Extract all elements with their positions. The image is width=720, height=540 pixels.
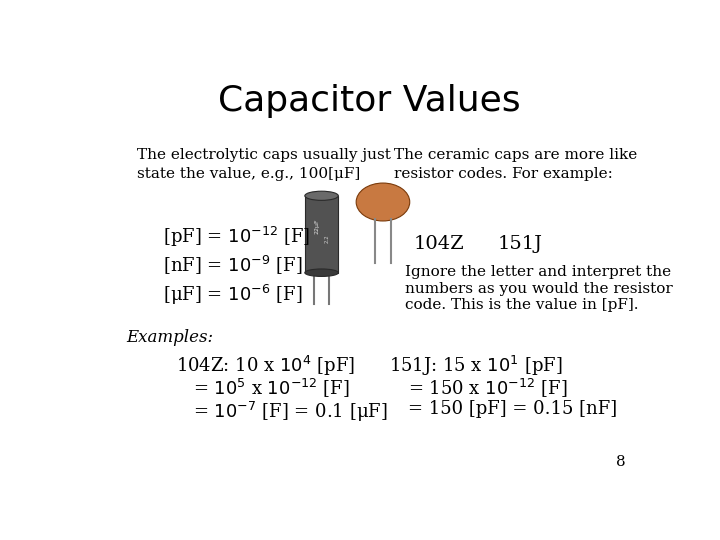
Text: = $10^{5}$ x $10^{-12}$ [F]: = $10^{5}$ x $10^{-12}$ [F] bbox=[193, 377, 350, 401]
Text: Examples:: Examples: bbox=[126, 329, 213, 346]
Text: = 150 [pF] = 0.15 [nF]: = 150 [pF] = 0.15 [nF] bbox=[408, 400, 617, 417]
Text: 22μF: 22μF bbox=[315, 218, 320, 234]
Text: [nF] = $10^{-9}$ [F]: [nF] = $10^{-9}$ [F] bbox=[163, 254, 302, 277]
Text: state the value, e.g., 100[μF]: state the value, e.g., 100[μF] bbox=[138, 167, 361, 181]
Text: Ignore the letter and interpret the: Ignore the letter and interpret the bbox=[405, 265, 671, 279]
Text: code. This is the value in [pF].: code. This is the value in [pF]. bbox=[405, 299, 639, 313]
Ellipse shape bbox=[305, 269, 338, 276]
Text: The ceramic caps are more like: The ceramic caps are more like bbox=[394, 148, 637, 162]
Text: resistor codes. For example:: resistor codes. For example: bbox=[394, 167, 613, 181]
Text: Capacitor Values: Capacitor Values bbox=[217, 84, 521, 118]
Text: 104Z: 10 x $10^{4}$ [pF]: 104Z: 10 x $10^{4}$ [pF] bbox=[176, 354, 356, 378]
Text: = $10^{-7}$ [F] = 0.1 [μF]: = $10^{-7}$ [F] = 0.1 [μF] bbox=[193, 400, 388, 423]
FancyBboxPatch shape bbox=[305, 196, 338, 273]
Text: 8: 8 bbox=[616, 455, 626, 469]
Text: 151J: 15 x $10^{1}$ [pF]: 151J: 15 x $10^{1}$ [pF] bbox=[389, 354, 562, 378]
Text: 104Z: 104Z bbox=[413, 235, 464, 253]
Text: The electrolytic caps usually just: The electrolytic caps usually just bbox=[138, 148, 391, 162]
Text: [μF] = $10^{-6}$ [F]: [μF] = $10^{-6}$ [F] bbox=[163, 282, 302, 307]
Ellipse shape bbox=[356, 183, 410, 221]
Text: = 150 x $10^{-12}$ [F]: = 150 x $10^{-12}$ [F] bbox=[408, 377, 567, 401]
Ellipse shape bbox=[305, 191, 338, 200]
Text: [pF] = $10^{-12}$ [F]: [pF] = $10^{-12}$ [F] bbox=[163, 225, 310, 249]
Text: 2.2: 2.2 bbox=[325, 234, 330, 243]
Text: numbers as you would the resistor: numbers as you would the resistor bbox=[405, 282, 673, 296]
Text: 151J: 151J bbox=[498, 235, 542, 253]
